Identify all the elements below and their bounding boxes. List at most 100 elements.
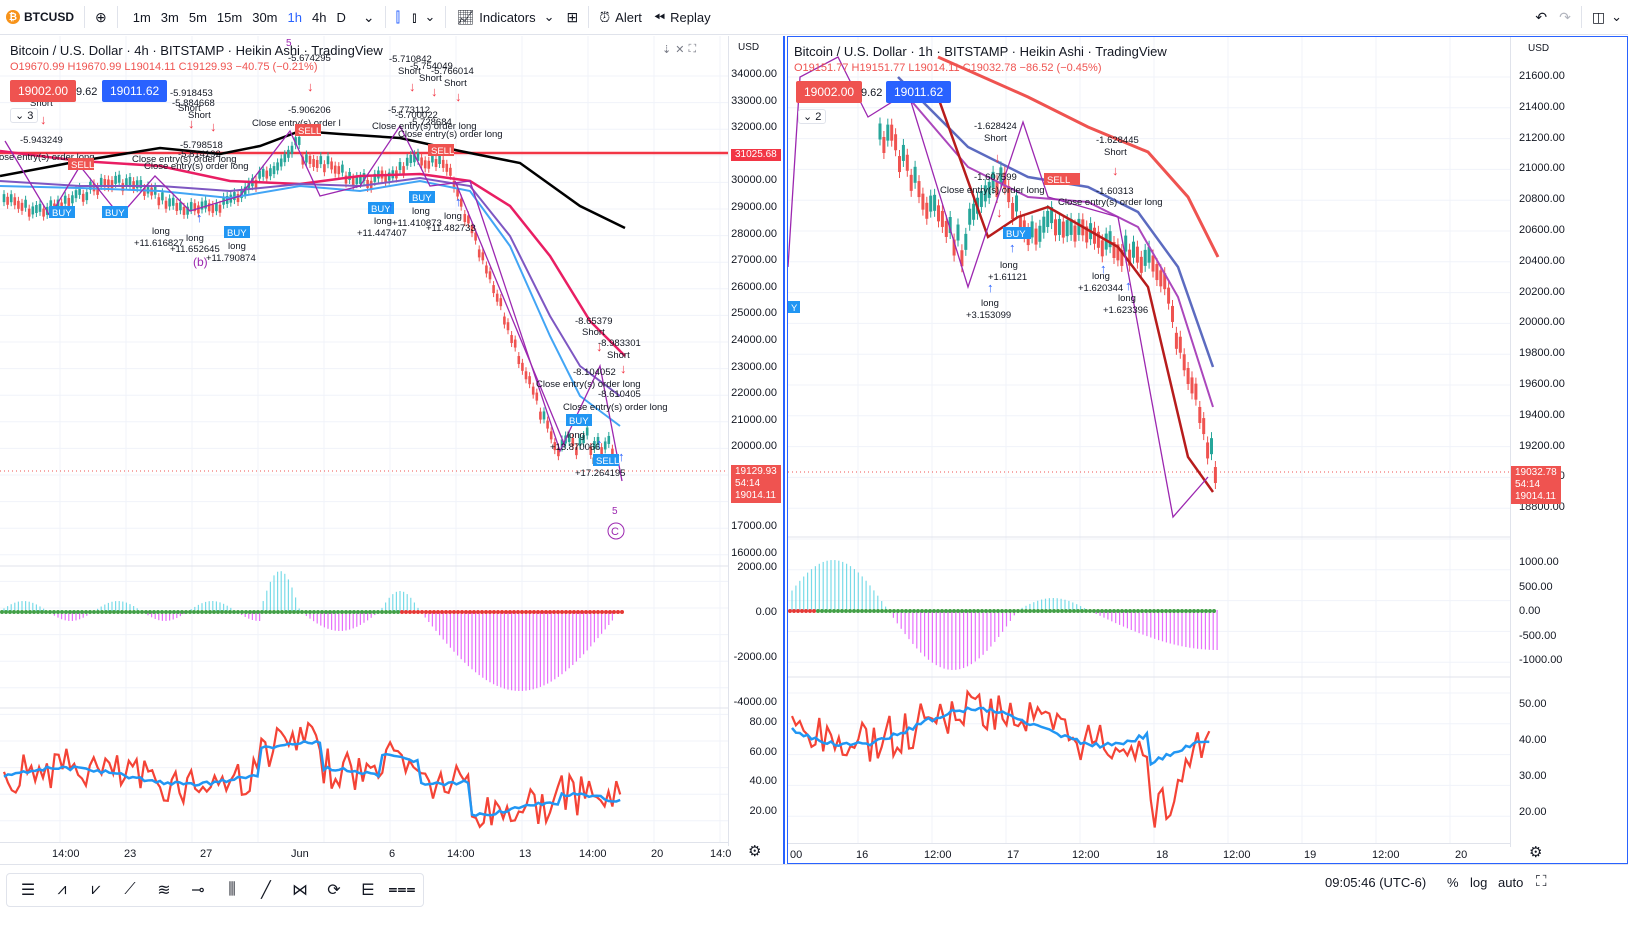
cycle-icon[interactable]: ⟳ bbox=[327, 882, 341, 899]
maximize-icon[interactable]: ⛶ bbox=[688, 43, 697, 55]
fib-channel-icon[interactable]: ≋ bbox=[157, 882, 171, 899]
parallel-channel-icon[interactable]: ⋿ bbox=[361, 882, 375, 899]
osc-zero-dot bbox=[44, 610, 48, 614]
templates-button[interactable]: ⊞ bbox=[561, 0, 585, 35]
layout-button[interactable]: ◫ ⌄ bbox=[1586, 0, 1628, 35]
left-chart-pane[interactable]: -5.943249 Short -5.918453 -5.884668 Short -5.… bbox=[0, 36, 785, 864]
bars-pattern-icon[interactable]: ⫼ bbox=[228, 881, 236, 898]
log-toggle[interactable]: log bbox=[1470, 875, 1488, 890]
left-time-axis[interactable]: 14:00 23 27 Jun 6 14:00 13 14:00 20 14:0 bbox=[0, 842, 731, 864]
sell-price-button[interactable]: 19002.00 bbox=[796, 81, 863, 103]
candle-body bbox=[117, 174, 121, 183]
currency-label[interactable]: USD bbox=[1528, 43, 1550, 54]
auto-toggle[interactable]: auto bbox=[1498, 875, 1524, 890]
interval-5m[interactable]: 5m bbox=[188, 9, 207, 25]
interval-4h[interactable]: 4h bbox=[311, 9, 327, 25]
left-chart-canvas[interactable]: -5.943249Short-5.918453-5.884668Short-5.… bbox=[0, 36, 785, 864]
trend-line-icon[interactable]: ╱ bbox=[261, 882, 271, 899]
annotation-label: -5.798518 bbox=[180, 140, 223, 151]
osc-zero-dot bbox=[388, 610, 392, 614]
annotation-label: +11.790874 bbox=[206, 253, 256, 264]
indicators-collapse-button[interactable]: ⌄ 2 bbox=[798, 109, 827, 124]
osc-tick: 0.00 bbox=[1519, 605, 1541, 617]
osc-zero-dot bbox=[796, 609, 800, 613]
price-tick: 16000.00 bbox=[731, 546, 777, 559]
right-time-axis[interactable]: 00 16 12:00 17 12:00 18 12:00 19 12:00 20 bbox=[788, 843, 1510, 863]
currency-label[interactable]: USD bbox=[738, 42, 760, 53]
interval-dropdown[interactable]: ⌄ bbox=[357, 0, 381, 35]
buy-price-button[interactable]: 19011.62 bbox=[886, 81, 952, 103]
trend-angle-icon[interactable]: ⟋ bbox=[124, 881, 136, 898]
alert-button[interactable]: ⏰︎ Alert bbox=[593, 0, 648, 35]
sell-price-button[interactable]: 19002.00 bbox=[10, 80, 77, 102]
undo-button[interactable]: ↶ bbox=[1529, 0, 1553, 35]
candle-body bbox=[387, 172, 391, 181]
candle-body bbox=[233, 192, 236, 201]
osc-zero-dot bbox=[1108, 609, 1112, 613]
interval-d[interactable]: D bbox=[336, 9, 346, 25]
left-settings-icon[interactable]: ⚙ bbox=[748, 843, 762, 860]
bitcoin-icon: ₿ bbox=[6, 10, 20, 24]
time-tick: 12:00 bbox=[1372, 849, 1400, 861]
interval-30m[interactable]: 30m bbox=[252, 9, 278, 25]
osc-zero-dot bbox=[828, 609, 832, 613]
redo-button[interactable]: ↷ bbox=[1553, 0, 1577, 35]
interval-3m[interactable]: 3m bbox=[160, 9, 179, 25]
close-pane-icon[interactable]: ✕ bbox=[675, 44, 685, 56]
time-tick: Jun bbox=[291, 848, 309, 860]
right-settings-icon[interactable]: ⚙ bbox=[1529, 844, 1543, 861]
bar-style-button[interactable]: ⫿ bbox=[390, 0, 406, 35]
regression-icon[interactable]: ⩶ bbox=[388, 881, 416, 898]
redo-icon: ↷ bbox=[1559, 8, 1571, 25]
osc-zero-dot bbox=[116, 610, 120, 614]
osc-zero-dot bbox=[432, 610, 436, 614]
interval-1h[interactable]: 1h bbox=[287, 9, 302, 25]
move-down-icon[interactable]: ⇣ bbox=[662, 44, 672, 56]
drawing-tools: ☰ ⩘ ⩗ ⟋ ≋ ⊸ ⫼ ╱ ⋈ ⟳ ⋿ ⩶ bbox=[6, 873, 424, 907]
status-time[interactable]: 09:05:46 (UTC-6) bbox=[1325, 875, 1427, 890]
layout-split-icon: ◫ bbox=[1591, 8, 1606, 25]
osc-zero-dot bbox=[852, 609, 856, 613]
right-ohlc: O19151.77 H19151.77 L19014.11 C19032.78 … bbox=[794, 62, 1101, 74]
horizontal-ray-icon[interactable]: ⊸ bbox=[191, 882, 205, 899]
interval-1m[interactable]: 1m bbox=[132, 9, 151, 25]
indicators-collapse-button[interactable]: ⌄ 3 bbox=[10, 108, 39, 123]
candle-body bbox=[236, 194, 240, 203]
abc-pattern-icon[interactable]: ⩘ bbox=[57, 881, 67, 898]
osc-zero-dot bbox=[556, 610, 560, 614]
candle-body bbox=[890, 124, 894, 141]
time-tick: 13 bbox=[519, 848, 532, 860]
chart-type-button[interactable]: ⫾ ⌄ bbox=[406, 0, 441, 35]
osc-zero-dot bbox=[584, 610, 588, 614]
candle-body bbox=[1061, 221, 1065, 238]
elliott-wave-icon[interactable]: ⩗ bbox=[91, 881, 101, 898]
percent-toggle[interactable]: % bbox=[1447, 875, 1459, 890]
fullscreen-icon[interactable]: ⛶ bbox=[1536, 873, 1547, 890]
candle-body bbox=[81, 193, 85, 202]
indicators-button[interactable]: 📈︎ Indicators ⌄ bbox=[450, 0, 560, 35]
compare-button[interactable]: ⊕ bbox=[89, 0, 113, 35]
xabcd-pattern-icon[interactable]: ⋈ bbox=[292, 882, 308, 899]
replay-button[interactable]: ⏪︎ Replay bbox=[648, 0, 717, 35]
candle-body bbox=[351, 177, 355, 186]
right-chart-pane[interactable]: -1.628424 Short -1.628445 Short -1.607599 -1.… bbox=[787, 36, 1628, 864]
menu-icon[interactable]: ☰ bbox=[20, 882, 36, 899]
candle-body bbox=[477, 249, 481, 258]
symbol-search[interactable]: ₿ BTCUSD bbox=[0, 0, 80, 35]
annotation-label: Close entry(s) order long bbox=[0, 152, 95, 163]
buy-price-button[interactable]: 19011.62 bbox=[102, 80, 168, 102]
candle-body bbox=[207, 203, 211, 212]
candle-body bbox=[913, 166, 917, 183]
osc-zero-dot bbox=[1016, 609, 1020, 613]
candle-body bbox=[373, 173, 377, 182]
interval-15m[interactable]: 15m bbox=[216, 9, 243, 25]
candle-body bbox=[175, 202, 179, 211]
annotation-label: -5.710842 bbox=[389, 54, 432, 65]
candle-body bbox=[323, 164, 326, 173]
candle-body bbox=[171, 197, 175, 206]
right-price-axis[interactable]: 21600.00 21400.00 21200.00 21000.00 20800.00… bbox=[1510, 37, 1627, 847]
osc-zero-dot bbox=[524, 610, 528, 614]
signal-tag-bg bbox=[368, 202, 394, 214]
annotation-label: Close entry(s) order long bbox=[536, 379, 641, 390]
